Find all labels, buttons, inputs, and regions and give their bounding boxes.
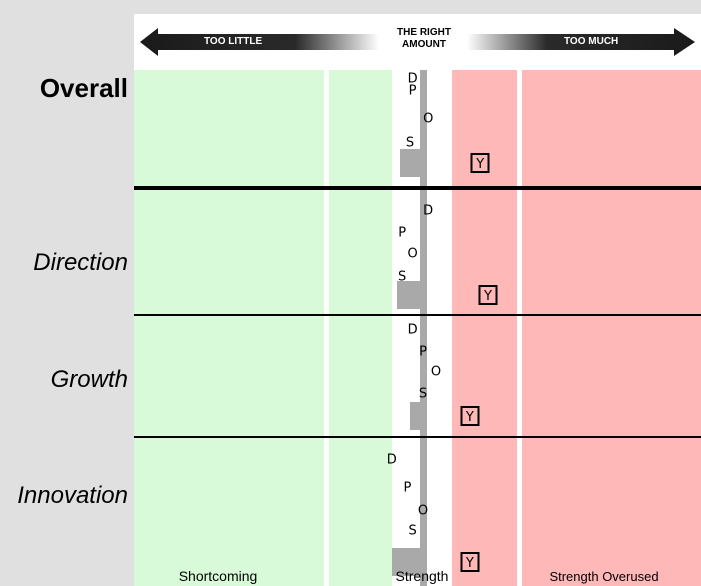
- right-amount-label: THE RIGHT AMOUNT: [374, 27, 474, 51]
- row-divider-direction: [134, 314, 701, 316]
- too-much-arrow: [467, 28, 695, 56]
- row-label-innovation: Innovation: [17, 482, 128, 509]
- point-o-direction: O: [407, 246, 418, 262]
- point-o-growth: O: [430, 364, 442, 380]
- row-divider-overall: [134, 186, 701, 190]
- point-s-growth: S: [418, 386, 428, 402]
- point-s-direction: S: [398, 269, 407, 285]
- point-o-overall: O: [423, 111, 434, 127]
- point-d-direction: D: [423, 203, 434, 219]
- point-y-overall: Y: [470, 152, 490, 173]
- separator-line-left: [324, 70, 329, 586]
- zone-label-overused: Strength Overused: [549, 569, 659, 584]
- right-amount-line1: THE RIGHT: [397, 27, 451, 38]
- right-amount-line2: AMOUNT: [402, 39, 446, 50]
- row-divider-growth: [134, 436, 701, 438]
- row-label-overall: Overall: [39, 73, 128, 103]
- point-p-growth: P: [419, 344, 427, 360]
- too-little-arrow: [140, 28, 379, 56]
- too-much-label: TOO MUCH: [564, 36, 619, 47]
- row-label-growth: Growth: [50, 366, 128, 393]
- zone-shortcoming: [134, 70, 392, 586]
- separator-line-right: [517, 70, 522, 586]
- point-s-overall: S: [405, 135, 415, 151]
- zone-overused: [452, 70, 701, 586]
- score-bar-direction: [397, 281, 423, 310]
- point-y-growth: Y: [460, 405, 480, 426]
- header-band: TOO LITTLE THE RIGHT AMOUNT TOO MUCH: [134, 14, 701, 70]
- point-y-direction: Y: [478, 285, 498, 306]
- point-d-growth: D: [407, 322, 418, 338]
- zone-label-strength: Strength: [395, 568, 449, 584]
- point-p-innovation: P: [403, 480, 412, 496]
- zone-label-shortcoming: Shortcoming: [178, 568, 258, 584]
- too-little-label: TOO LITTLE: [204, 36, 263, 47]
- point-p-overall: P: [408, 83, 417, 99]
- point-y-innovation: Y: [460, 552, 480, 573]
- point-p-direction: P: [398, 225, 407, 241]
- right-amount-center-line: [420, 70, 427, 586]
- point-d-overall: D: [407, 71, 418, 87]
- point-s-innovation: S: [408, 523, 417, 539]
- score-bar-overall: [399, 148, 423, 177]
- score-bar-growth: [410, 401, 423, 430]
- row-label-direction: Direction: [33, 249, 128, 276]
- point-o-innovation: O: [417, 503, 429, 519]
- score-bar-innovation: [391, 548, 423, 577]
- header-arrows: [140, 28, 695, 56]
- point-d-innovation: D: [386, 452, 397, 468]
